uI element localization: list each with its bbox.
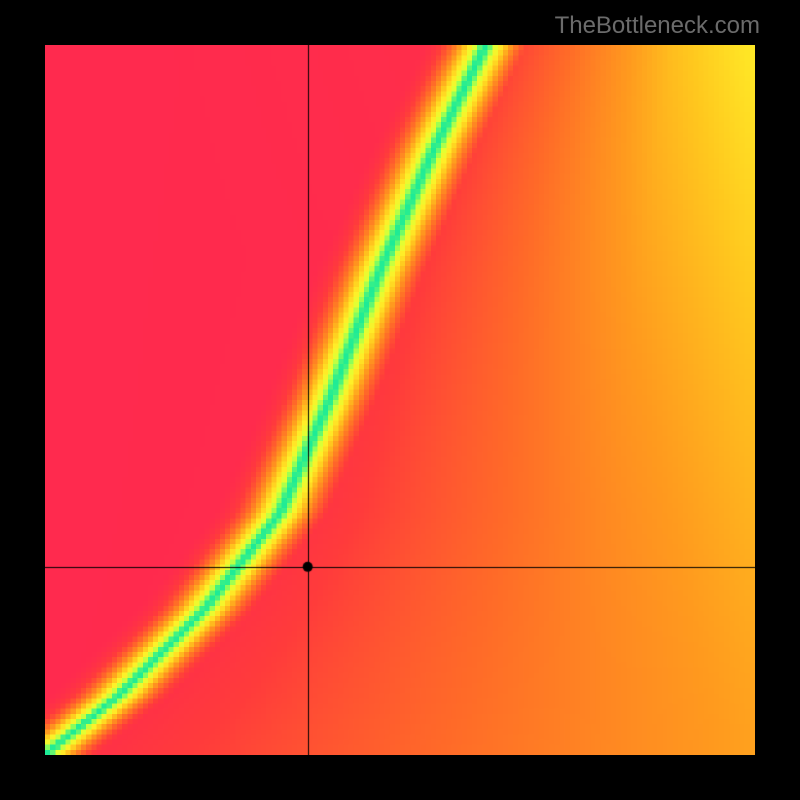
chart-container: TheBottleneck.com xyxy=(0,0,800,800)
watermark-text: TheBottleneck.com xyxy=(555,12,760,40)
crosshair-overlay xyxy=(45,45,755,755)
